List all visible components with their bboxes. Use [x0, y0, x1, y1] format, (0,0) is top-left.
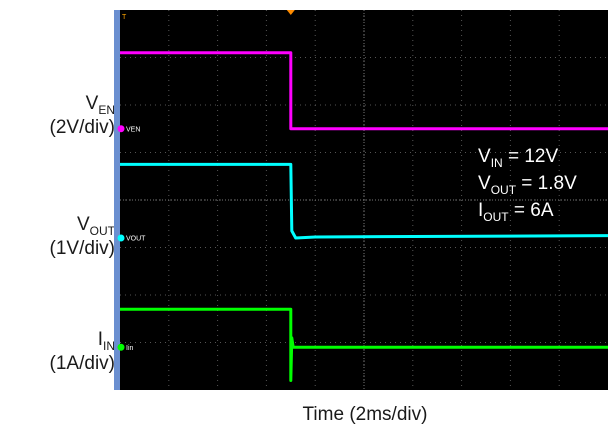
condition-annotation: IOUT = 6A [478, 200, 554, 224]
iin-label-scale: (1A/div) [49, 352, 115, 374]
trigger-position-marker [286, 10, 295, 15]
channel-iin-tag: Iin [126, 345, 134, 352]
channel-vout-tag: VOUT [126, 236, 146, 243]
trace-iin [120, 307, 608, 382]
vout-axis-label: VOUT (1V/div) [50, 214, 115, 260]
channel-ven-ground-marker [117, 125, 125, 133]
trigger-marker-label: T [122, 14, 127, 21]
trace-ven [120, 51, 608, 131]
x-axis-label: Time (2ms/div) [302, 404, 428, 425]
ven-label-main: V [85, 93, 99, 114]
ven-label-sub: EN [98, 102, 115, 117]
condition-annotation: VIN = 12V [478, 146, 558, 170]
trace-vout [120, 162, 609, 240]
vout-label-main: V [76, 214, 90, 235]
channel-ven-tag: VEN [126, 126, 140, 133]
scope-bezel-strip [114, 10, 120, 390]
ven-axis-label: VEN (2V/div) [50, 93, 115, 139]
iin-axis-label: IIN (1A/div) [50, 329, 115, 375]
ven-label-scale: (2V/div) [49, 116, 115, 138]
vout-label-scale: (1V/div) [49, 237, 115, 259]
condition-annotation: VOUT = 1.8V [478, 173, 577, 197]
iin-label-main: I [97, 329, 103, 350]
iin-label-sub: IN [103, 338, 115, 353]
vout-label-sub: OUT [89, 223, 115, 238]
channel-vout-ground-marker [117, 234, 125, 242]
channel-iin-ground-marker [117, 343, 125, 351]
